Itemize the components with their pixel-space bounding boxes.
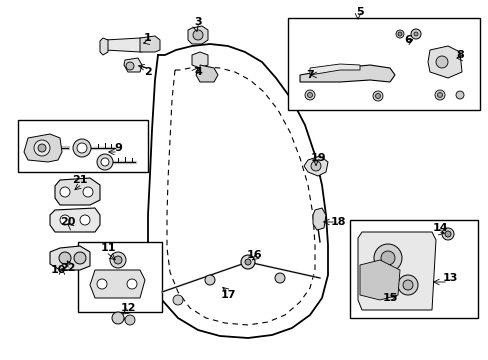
Circle shape bbox=[97, 154, 113, 170]
Circle shape bbox=[372, 91, 382, 101]
Polygon shape bbox=[50, 208, 100, 232]
Circle shape bbox=[112, 312, 124, 324]
Circle shape bbox=[73, 139, 91, 157]
Text: 12: 12 bbox=[120, 303, 136, 313]
Text: 10: 10 bbox=[50, 265, 65, 275]
Text: 11: 11 bbox=[100, 243, 116, 253]
Polygon shape bbox=[140, 36, 160, 52]
Text: 5: 5 bbox=[355, 7, 363, 17]
Circle shape bbox=[193, 30, 203, 40]
Polygon shape bbox=[304, 156, 327, 176]
Text: 2: 2 bbox=[144, 67, 152, 77]
Text: 1: 1 bbox=[144, 33, 152, 43]
Circle shape bbox=[97, 279, 107, 289]
Polygon shape bbox=[299, 65, 394, 82]
Polygon shape bbox=[24, 134, 62, 162]
Text: 21: 21 bbox=[72, 175, 87, 185]
Circle shape bbox=[310, 161, 320, 171]
Text: 14: 14 bbox=[431, 223, 447, 233]
Polygon shape bbox=[192, 52, 207, 68]
Bar bbox=[78, 242, 162, 312]
Circle shape bbox=[173, 295, 183, 305]
Text: 3: 3 bbox=[194, 17, 202, 27]
Polygon shape bbox=[50, 246, 90, 270]
Circle shape bbox=[77, 143, 87, 153]
Circle shape bbox=[410, 29, 420, 39]
Circle shape bbox=[80, 215, 90, 225]
Polygon shape bbox=[196, 65, 218, 82]
Polygon shape bbox=[124, 58, 142, 72]
Text: 20: 20 bbox=[60, 217, 76, 227]
Circle shape bbox=[444, 231, 450, 237]
Circle shape bbox=[305, 90, 314, 100]
Circle shape bbox=[241, 255, 254, 269]
Bar bbox=[287, 18, 479, 110]
Circle shape bbox=[395, 30, 403, 38]
Circle shape bbox=[437, 93, 442, 98]
Text: 13: 13 bbox=[442, 273, 457, 283]
Polygon shape bbox=[100, 38, 108, 55]
Polygon shape bbox=[55, 178, 100, 205]
Circle shape bbox=[204, 275, 215, 285]
Bar bbox=[18, 120, 148, 172]
Circle shape bbox=[38, 144, 46, 152]
Polygon shape bbox=[427, 46, 461, 78]
Polygon shape bbox=[100, 38, 155, 52]
Circle shape bbox=[413, 32, 417, 36]
Text: 22: 22 bbox=[60, 263, 76, 273]
Text: 9: 9 bbox=[114, 143, 122, 153]
Polygon shape bbox=[359, 260, 399, 300]
Circle shape bbox=[397, 32, 401, 36]
Polygon shape bbox=[309, 64, 359, 75]
Circle shape bbox=[373, 244, 401, 272]
Circle shape bbox=[34, 140, 50, 156]
Bar bbox=[349, 220, 477, 318]
Circle shape bbox=[59, 252, 71, 264]
Circle shape bbox=[60, 215, 70, 225]
Circle shape bbox=[83, 187, 93, 197]
Circle shape bbox=[380, 251, 394, 265]
Polygon shape bbox=[90, 270, 145, 298]
Circle shape bbox=[244, 259, 250, 265]
Polygon shape bbox=[312, 208, 325, 230]
Text: 4: 4 bbox=[194, 67, 202, 77]
Circle shape bbox=[127, 279, 137, 289]
Text: 17: 17 bbox=[220, 290, 235, 300]
Circle shape bbox=[434, 90, 444, 100]
Circle shape bbox=[307, 93, 312, 98]
Circle shape bbox=[402, 280, 412, 290]
Circle shape bbox=[60, 187, 70, 197]
Polygon shape bbox=[357, 232, 435, 310]
Circle shape bbox=[126, 62, 134, 70]
Circle shape bbox=[375, 94, 380, 99]
Circle shape bbox=[274, 273, 285, 283]
Circle shape bbox=[455, 91, 463, 99]
Text: 15: 15 bbox=[382, 293, 397, 303]
Circle shape bbox=[397, 275, 417, 295]
Circle shape bbox=[101, 158, 109, 166]
Circle shape bbox=[125, 315, 135, 325]
Text: 6: 6 bbox=[403, 35, 411, 45]
Polygon shape bbox=[187, 26, 207, 44]
Circle shape bbox=[74, 252, 86, 264]
Text: 7: 7 bbox=[305, 70, 313, 80]
Circle shape bbox=[114, 256, 122, 264]
Circle shape bbox=[110, 252, 126, 268]
Text: 16: 16 bbox=[246, 250, 262, 260]
Text: 19: 19 bbox=[309, 153, 325, 163]
Circle shape bbox=[441, 228, 453, 240]
Text: 18: 18 bbox=[329, 217, 345, 227]
Circle shape bbox=[435, 56, 447, 68]
Text: 8: 8 bbox=[455, 50, 463, 60]
